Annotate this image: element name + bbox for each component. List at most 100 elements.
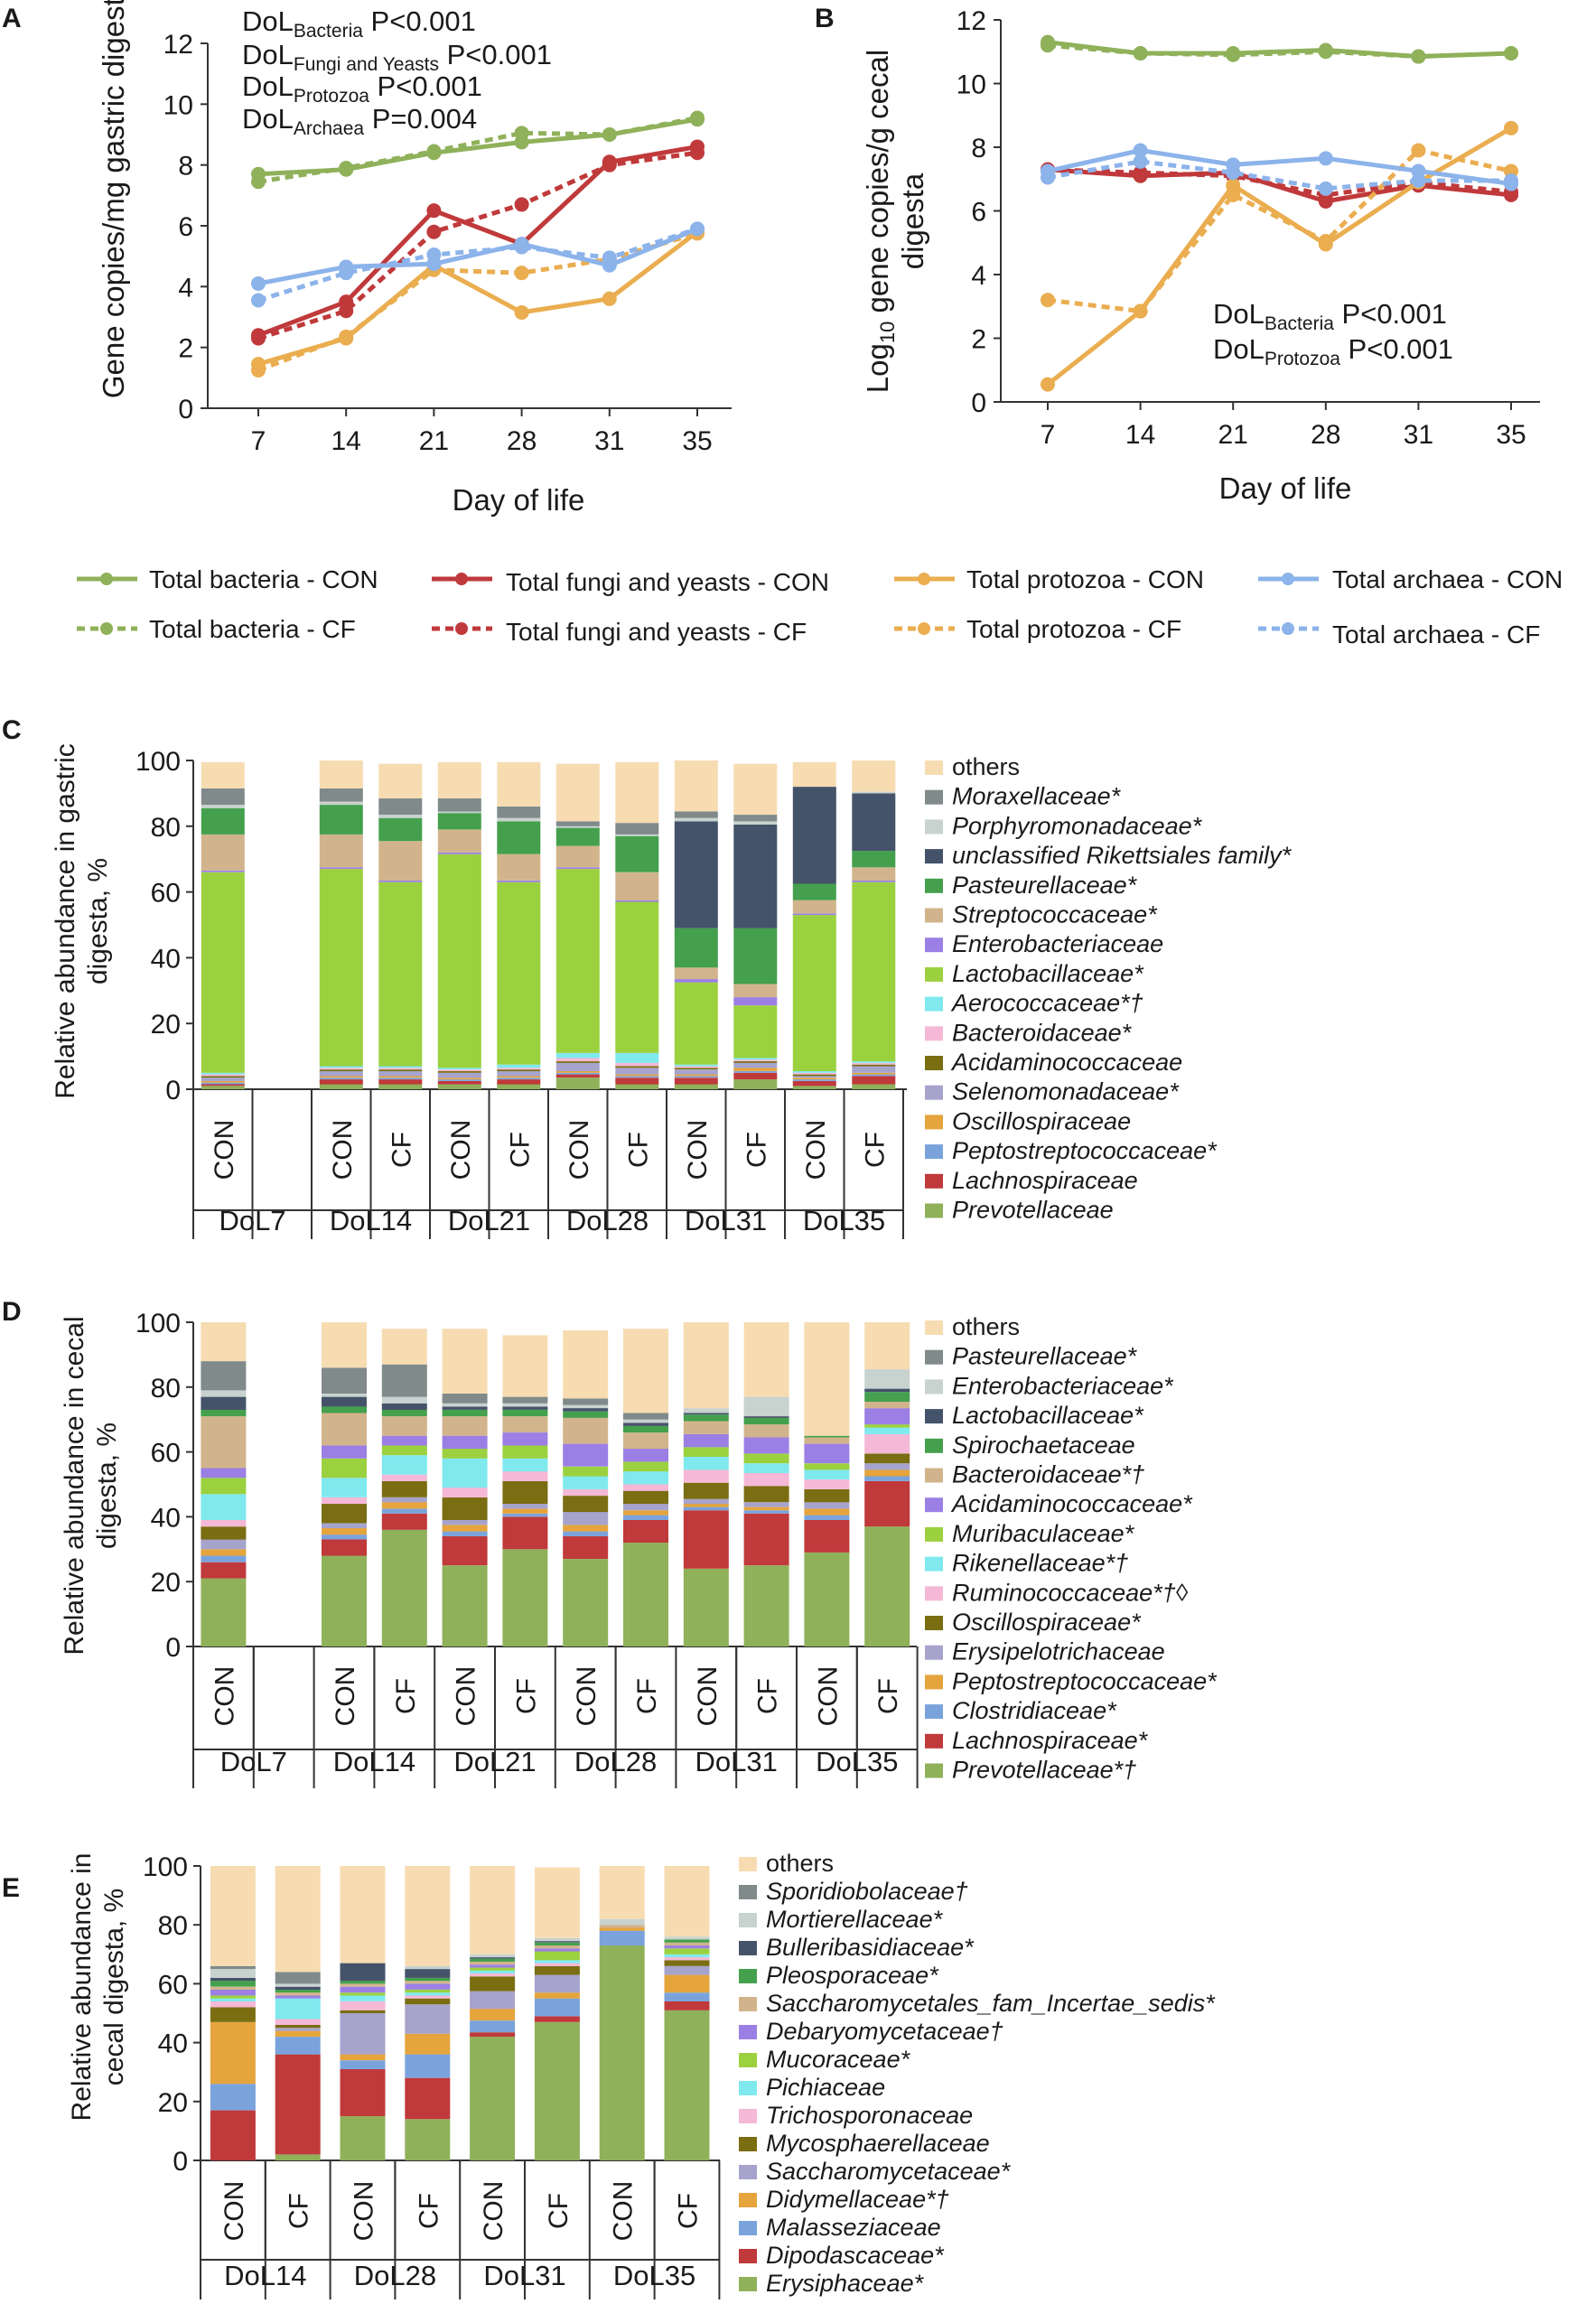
- bar-segment: [852, 881, 896, 1062]
- bar-segment: [442, 1403, 488, 1407]
- bar-segment: [852, 1076, 896, 1085]
- bar-dol31-cf: [534, 1867, 580, 2160]
- panel-b-ylabel-line1: Log10 gene copies/g cecal: [861, 50, 899, 393]
- bar-segment: [864, 1480, 910, 1527]
- data-point: [514, 304, 529, 320]
- y-tick-label: 10: [957, 70, 986, 100]
- bar-segment: [405, 2004, 451, 2034]
- y-tick-label: 12: [957, 6, 986, 36]
- bar-segment: [615, 1068, 659, 1075]
- bar-segment: [733, 763, 778, 815]
- legend-label: Sporidiobolaceae†: [766, 1878, 968, 1905]
- y-tick-label: 80: [151, 813, 181, 843]
- series-line: [1047, 167, 1512, 198]
- series-line: [257, 116, 698, 184]
- legend-label: Enterobacteriaceae: [952, 930, 1163, 957]
- bar-segment: [864, 1388, 910, 1393]
- bar-segment: [322, 1528, 367, 1535]
- y-tick-label: 100: [135, 1309, 181, 1339]
- bar-segment: [201, 870, 245, 872]
- bar-segment: [623, 1449, 668, 1462]
- group-label: DoL21: [453, 1746, 536, 1777]
- series-line: [257, 227, 698, 303]
- group-label: DoL28: [574, 1746, 657, 1777]
- legend-swatch: [739, 2221, 757, 2235]
- bar-segment: [563, 1408, 609, 1412]
- bar-segment: [437, 1071, 481, 1073]
- bar-segment: [623, 1515, 668, 1520]
- legend-entry-archaea-con: Total archaea - CON: [1258, 565, 1563, 593]
- bar-segment: [502, 1549, 548, 1646]
- legend-swatch: [925, 908, 943, 923]
- bar-segment: [674, 979, 718, 983]
- bar-segment: [563, 1512, 609, 1525]
- legend-label: Pasteurellaceae*: [952, 872, 1138, 899]
- bar-segment: [743, 1417, 789, 1425]
- bar-segment: [437, 852, 481, 854]
- legend-label: Erysipelotrichaceae: [952, 1638, 1165, 1665]
- bar-segment: [378, 763, 423, 798]
- bar-segment: [674, 760, 718, 812]
- bar-segment: [555, 867, 600, 870]
- bar-segment: [502, 1508, 548, 1514]
- bar-segment: [615, 1084, 659, 1089]
- bar-segment: [442, 1520, 488, 1525]
- legend-label: Selenomonadaceae*: [952, 1078, 1180, 1105]
- bar-segment: [555, 1074, 600, 1078]
- bar-segment: [381, 1329, 427, 1365]
- legend-swatch: [739, 2165, 757, 2179]
- data-point: [251, 275, 266, 291]
- bar-segment: [442, 1488, 488, 1497]
- bar-segment: [502, 1416, 548, 1432]
- panel-a-xlabel: Day of life: [453, 483, 585, 517]
- bar-segment: [322, 1396, 367, 1407]
- bar-segment: [442, 1535, 488, 1566]
- bar-segment: [201, 1084, 245, 1087]
- bar-segment: [437, 829, 481, 853]
- bar-segment: [381, 1445, 427, 1456]
- bar-dol21-cf: [502, 1335, 548, 1646]
- bar-dol14-cf: [381, 1329, 427, 1646]
- bar-category-label: CON: [446, 1120, 476, 1180]
- y-tick-label: 0: [165, 1076, 181, 1105]
- bar-segment: [201, 1080, 245, 1083]
- bar-segment: [674, 1066, 718, 1068]
- data-point: [514, 266, 529, 281]
- data-point: [1226, 47, 1241, 62]
- bar-segment: [275, 1866, 321, 1973]
- chart-d-plot: 0 20 40 60 80 100 CON CON CF CON CF CON CF CON CF CON CF…: [135, 1309, 1218, 1788]
- bar-segment: [804, 1435, 850, 1438]
- bar-segment: [437, 1077, 481, 1080]
- bar-segment: [437, 1080, 481, 1085]
- bar-segment: [319, 1084, 363, 1089]
- bar-segment: [319, 1069, 363, 1071]
- bar-segment: [378, 1069, 423, 1071]
- bar-segment: [743, 1502, 789, 1507]
- bar-category-label: CF: [387, 1132, 416, 1168]
- bar-segment: [470, 1866, 516, 1954]
- bar-segment: [275, 2019, 321, 2025]
- bar-segment: [210, 2007, 256, 2022]
- bar-segment: [792, 1071, 836, 1073]
- bar-segment: [563, 1476, 609, 1489]
- bar-segment: [864, 1369, 910, 1389]
- data-point: [602, 291, 617, 306]
- bar-segment: [497, 1068, 541, 1070]
- bar-segment: [555, 826, 600, 828]
- bar-segment: [864, 1476, 910, 1481]
- bar-segment: [534, 1963, 580, 1966]
- bar-segment: [733, 1071, 778, 1073]
- data-point: [1318, 44, 1333, 60]
- bar-segment: [864, 1427, 910, 1434]
- bar-segment: [405, 1992, 451, 1996]
- bar-segment: [733, 1079, 778, 1089]
- legend-swatch: [925, 819, 943, 835]
- data-point: [1411, 173, 1426, 189]
- legend-swatch: [925, 966, 943, 982]
- group-label: DoL14: [333, 1746, 415, 1777]
- legend-label: Porphyromonadaceae*: [952, 812, 1203, 839]
- legend-label: Ruminococcaceae*†◊: [952, 1579, 1189, 1606]
- bar-segment: [792, 1080, 836, 1087]
- bar-dol14-cf: [275, 1866, 321, 2160]
